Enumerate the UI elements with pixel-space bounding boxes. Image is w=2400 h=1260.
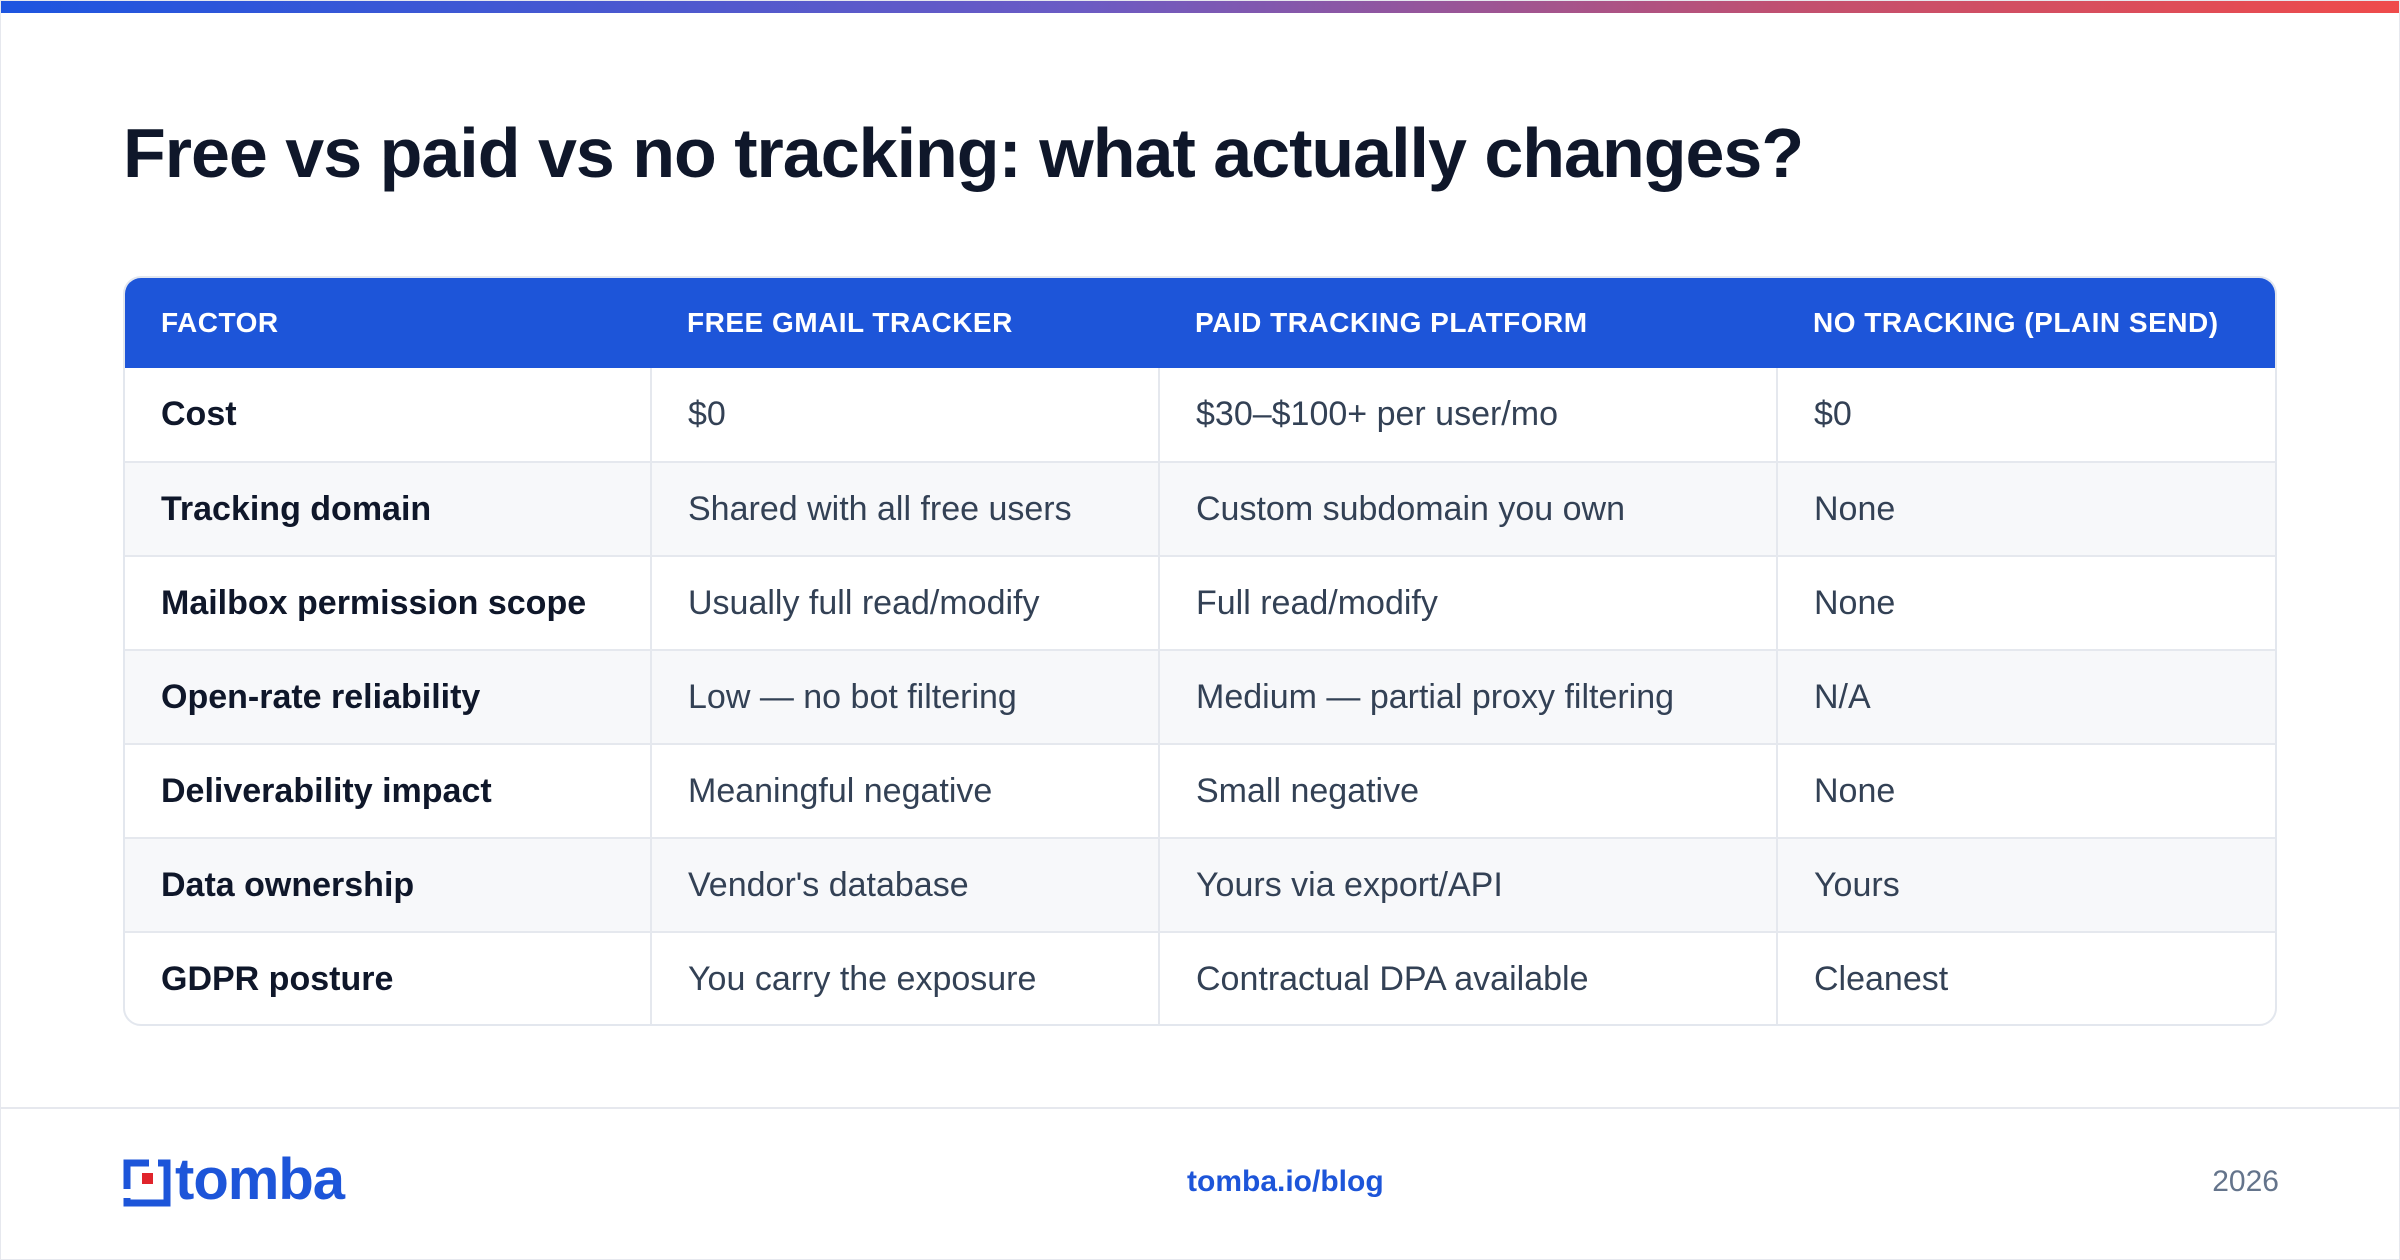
row-factor: Data ownership (125, 837, 651, 932)
cell-free: Shared with all free users (650, 461, 1159, 556)
blog-link[interactable]: tomba.io/blog (1187, 1165, 1384, 1198)
header-free-gmail-tracker: FREE GMAIL TRACKER (687, 307, 1013, 338)
cell-free: Usually full read/modify (650, 555, 1159, 650)
cell-none: None (1776, 743, 2275, 838)
logo-wordmark: tomba (175, 1147, 345, 1212)
row-factor: GDPR posture (125, 931, 651, 1024)
cell-free: You carry the exposure (650, 931, 1159, 1024)
table-row: Data ownership Vendor's database Yours v… (125, 837, 2275, 932)
cell-paid: Small negative (1158, 743, 1777, 838)
table-row: Deliverability impact Meaningful negativ… (125, 743, 2275, 838)
cell-none: $0 (1776, 368, 2275, 462)
table-row: Cost $0 $30–$100+ per user/mo $0 (125, 368, 2275, 462)
cell-free: Meaningful negative (650, 743, 1159, 838)
header-no-tracking: NO TRACKING (PLAIN SEND) (1813, 307, 2219, 338)
footer-year: 2026 (2212, 1165, 2279, 1198)
cell-free: Vendor's database (650, 837, 1159, 932)
row-factor: Deliverability impact (125, 743, 651, 838)
cell-paid: Contractual DPA available (1158, 931, 1777, 1024)
cell-none: None (1776, 555, 2275, 650)
cell-none: Yours (1776, 837, 2275, 932)
tomba-logo-icon (123, 1159, 171, 1207)
footer-divider (1, 1107, 2399, 1109)
gradient-accent-bar (1, 1, 2399, 13)
cell-none: None (1776, 461, 2275, 556)
table-row: Tracking domain Shared with all free use… (125, 461, 2275, 556)
header-paid-tracking-platform: PAID TRACKING PLATFORM (1195, 307, 1588, 338)
cell-free: Low — no bot filtering (650, 649, 1159, 744)
page-title: Free vs paid vs no tracking: what actual… (123, 114, 1804, 192)
header-row: FACTOR FREE GMAIL TRACKER PAID TRACKING … (125, 278, 2275, 368)
cell-paid: Custom subdomain you own (1158, 461, 1777, 556)
cell-paid: $30–$100+ per user/mo (1158, 368, 1777, 462)
row-factor: Mailbox permission scope (125, 555, 651, 650)
cell-paid: Full read/modify (1158, 555, 1777, 650)
table-header: FACTOR FREE GMAIL TRACKER PAID TRACKING … (125, 278, 2275, 368)
comparison-table: FACTOR FREE GMAIL TRACKER PAID TRACKING … (123, 276, 2277, 1026)
cell-none: Cleanest (1776, 931, 2275, 1024)
header-factor: FACTOR (161, 307, 279, 338)
cell-paid: Yours via export/API (1158, 837, 1777, 932)
row-factor: Open-rate reliability (125, 649, 651, 744)
tomba-logo[interactable]: tomba (123, 1151, 345, 1209)
row-factor: Cost (161, 395, 237, 433)
cell-none: N/A (1776, 649, 2275, 744)
cell-free: $0 (650, 368, 1159, 462)
cell-paid: Medium — partial proxy filtering (1158, 649, 1777, 744)
row-factor: Tracking domain (125, 461, 651, 556)
table-row: Open-rate reliability Low — no bot filte… (125, 649, 2275, 744)
table-body: Cost $0 $30–$100+ per user/mo $0 Trackin… (125, 368, 2275, 1024)
table-row: Mailbox permission scope Usually full re… (125, 555, 2275, 650)
table-row: GDPR posture You carry the exposure Cont… (125, 931, 2275, 1024)
comparison-table-grid: FACTOR FREE GMAIL TRACKER PAID TRACKING … (125, 278, 2275, 1024)
